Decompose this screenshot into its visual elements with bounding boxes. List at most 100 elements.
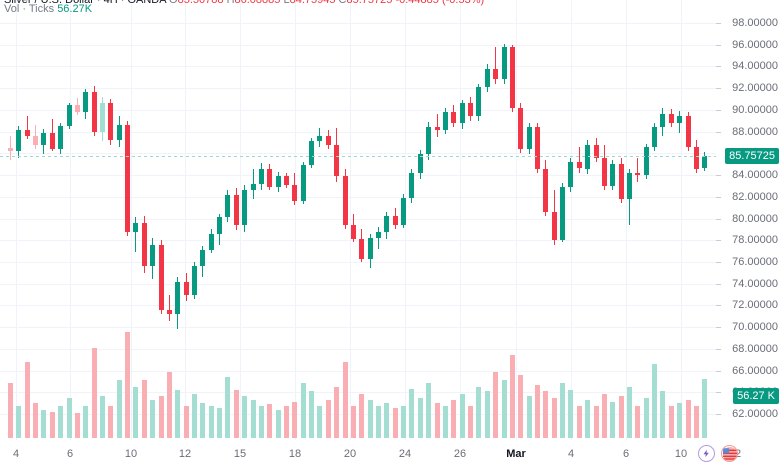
candle-body	[192, 266, 197, 295]
volume-bar	[635, 406, 640, 438]
volume-bar	[58, 406, 63, 438]
candle-body	[259, 168, 264, 184]
price-axis-label: 66.00000	[732, 364, 778, 377]
candle-body	[67, 105, 72, 127]
volume-bar	[317, 406, 322, 438]
lightning-bolt-icon[interactable]	[698, 445, 715, 462]
candle-body	[644, 146, 649, 176]
gridline-vertical	[571, 0, 572, 440]
volume-bar	[326, 399, 331, 438]
price-axis-tick-mark	[716, 175, 721, 176]
volume-bar	[33, 403, 38, 438]
candle-body	[577, 161, 582, 169]
volume-value-badge[interactable]: 56.27 K	[733, 388, 779, 405]
candle-body	[334, 144, 339, 177]
candle-body	[468, 103, 473, 117]
price-axis-label: 88.00000	[732, 125, 778, 138]
price-axis-tick-mark	[716, 392, 721, 393]
candle-body	[276, 176, 281, 187]
volume-bar	[334, 387, 339, 438]
chart-plot-area[interactable]: Silver / U.S. Dollar · 4H · OANDA O85.50…	[0, 0, 716, 440]
time-axis-label: 24	[398, 448, 412, 460]
time-axis-label: 20	[343, 448, 357, 460]
volume-bar	[8, 382, 13, 438]
gridline-horizontal	[0, 219, 716, 220]
volume-bar	[184, 406, 189, 438]
candle-body	[50, 132, 55, 149]
candle-wick	[579, 146, 580, 173]
candle-body	[225, 194, 230, 218]
price-axis-tick-mark	[716, 219, 721, 220]
volume-bar	[359, 393, 364, 438]
candle-body	[409, 172, 414, 198]
candle-body	[669, 114, 674, 123]
volume-bar	[702, 378, 707, 438]
candle-body	[133, 222, 138, 232]
legend-low-value: 84.75945	[289, 0, 336, 6]
us-flag-icon[interactable]	[721, 445, 738, 462]
volume-bar	[117, 379, 122, 438]
candle-body	[41, 132, 46, 145]
candle-body	[142, 222, 147, 267]
volume-bar	[234, 390, 239, 438]
candle-body	[317, 135, 322, 142]
gridline-horizontal	[0, 371, 716, 372]
candle-body	[175, 281, 180, 315]
volume-bar	[560, 382, 565, 438]
volume-bar	[242, 395, 247, 438]
volume-bar	[41, 410, 46, 438]
time-axis-label: 4	[12, 448, 20, 460]
gridline-horizontal	[0, 153, 716, 154]
price-axis-tick-mark	[716, 132, 721, 133]
gridline-horizontal	[0, 132, 716, 133]
candle-body	[443, 111, 448, 131]
candle-body	[535, 127, 540, 169]
volume-bar	[108, 406, 113, 438]
candle-body	[242, 190, 247, 225]
gridline-vertical	[295, 0, 296, 440]
volume-bar	[677, 403, 682, 438]
legend-symbol-row[interactable]: Silver / U.S. Dollar · 4H · OANDA O85.50…	[4, 0, 484, 7]
volume-bar	[502, 379, 507, 438]
volume-bar	[485, 391, 490, 438]
volume-bar	[535, 385, 540, 438]
gridline-vertical	[460, 0, 461, 440]
candle-body	[543, 168, 548, 212]
volume-bar	[16, 406, 21, 438]
candle-body	[527, 127, 532, 149]
legend-volume-label: Vol · Ticks	[4, 3, 55, 15]
candle-body	[619, 164, 624, 199]
gridline-horizontal	[0, 262, 716, 263]
current-price-badge[interactable]: 85.75725	[725, 147, 779, 164]
volume-bar	[652, 363, 657, 438]
volume-bar	[451, 399, 456, 438]
gridline-horizontal	[0, 349, 716, 350]
volume-bar	[284, 406, 289, 438]
legend-volume-row[interactable]: Vol · Ticks 56.27K	[4, 3, 92, 16]
volume-bar	[368, 399, 373, 438]
volume-bar	[694, 406, 699, 438]
gridline-horizontal	[0, 110, 716, 111]
price-axis[interactable]: 98.00000 96.00000 94.00000 92.00000 90.00000…	[716, 0, 780, 440]
volume-bar	[217, 408, 222, 438]
candle-body	[476, 86, 481, 117]
time-axis[interactable]: 4610121518202426Mar461012	[0, 440, 780, 470]
candle-body	[602, 157, 607, 186]
current-price-line	[0, 156, 716, 157]
candle-body	[326, 135, 331, 145]
candle-body	[485, 68, 490, 87]
legend-change-value: -0.44885	[395, 0, 439, 6]
price-axis-tick-mark	[716, 371, 721, 372]
gridline-horizontal	[0, 305, 716, 306]
price-axis-tick-mark	[716, 349, 721, 350]
candle-body	[33, 135, 38, 145]
price-axis-label: 80.00000	[732, 212, 778, 225]
time-axis-label: 26	[453, 448, 467, 460]
price-axis-tick-mark	[716, 197, 721, 198]
volume-bar	[251, 399, 256, 438]
price-axis-label: 62.00000	[732, 408, 778, 421]
volume-bar	[167, 372, 172, 438]
volume-bar	[686, 399, 691, 438]
volume-bar	[585, 399, 590, 438]
candle-body	[58, 126, 63, 149]
